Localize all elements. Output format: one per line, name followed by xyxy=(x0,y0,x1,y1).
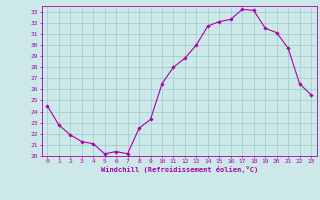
X-axis label: Windchill (Refroidissement éolien,°C): Windchill (Refroidissement éolien,°C) xyxy=(100,166,258,173)
